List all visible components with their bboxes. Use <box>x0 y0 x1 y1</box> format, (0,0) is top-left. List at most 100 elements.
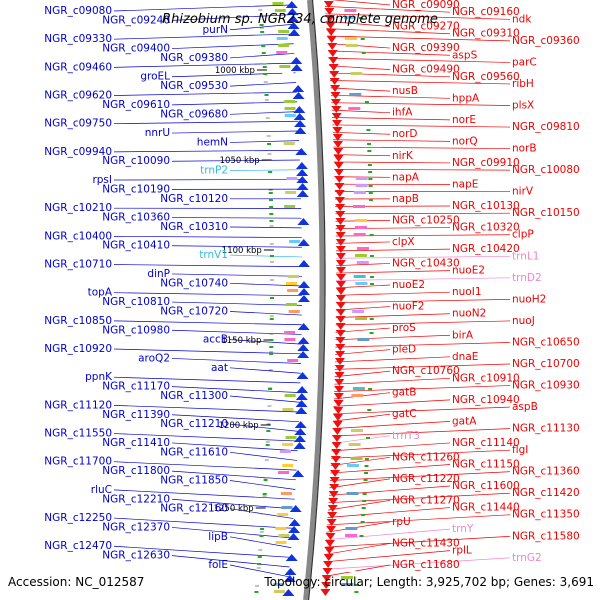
gene-label: NGR_c11420 <box>512 487 580 499</box>
label-connector <box>334 370 391 378</box>
gene-label: NGR_c11150 <box>452 458 520 470</box>
reverse-strand-gene <box>293 113 306 120</box>
gene-label: NGR_c10410 <box>102 240 170 252</box>
gc-skew-mark <box>269 220 274 222</box>
gc-skew-mark <box>268 192 273 194</box>
cog-category-block <box>282 408 294 411</box>
forward-strand-gene <box>335 239 346 246</box>
gene-label: accB <box>203 334 228 346</box>
forward-strand-gene <box>333 141 344 148</box>
reverse-strand-gene <box>286 8 299 15</box>
gene-label: NGR_c09270 <box>392 21 460 33</box>
gene-label: flgI <box>512 444 528 456</box>
gene-label: NGR_c11260 <box>392 451 460 463</box>
cog-category-block <box>285 303 297 306</box>
label-connector <box>171 14 292 21</box>
label-connector <box>334 377 451 385</box>
gene-label: NGR_c10980 <box>102 324 170 336</box>
gene-label: NGR_c10430 <box>392 257 460 269</box>
forward-strand-gene <box>332 428 343 435</box>
reverse-strand-gene <box>297 260 310 267</box>
forward-strand-gene <box>333 155 344 162</box>
forward-strand-gene <box>325 533 336 540</box>
label-connector <box>171 498 295 510</box>
label-connector <box>325 528 451 541</box>
reverse-strand-gene <box>288 526 301 533</box>
gene-label: NGR_c11140 <box>452 437 520 449</box>
gene-label: nuoF2 <box>392 301 424 313</box>
gc-skew-mark <box>363 479 368 481</box>
label-connector <box>324 6 451 13</box>
gc-skew-mark <box>264 94 269 96</box>
forward-strand-gene <box>321 582 332 589</box>
cog-category-block <box>285 436 297 439</box>
gc-skew-mark <box>362 493 367 495</box>
gc-skew-mark <box>369 332 374 334</box>
forward-strand-gene <box>326 519 337 526</box>
gene-label: NGR_c09310 <box>452 28 520 40</box>
cog-category-block <box>286 177 298 180</box>
reverse-strand-gene <box>295 393 308 400</box>
gene-label: nuoH2 <box>512 293 546 305</box>
cog-category-block <box>278 534 290 537</box>
gene-label: NGR_c12160 <box>160 503 228 515</box>
forward-strand-gene <box>330 99 341 106</box>
gene-label: nnrU <box>145 127 170 139</box>
cog-category-block <box>356 247 369 250</box>
gc-skew-mark <box>364 101 369 103</box>
gene-label: NGR_c10080 <box>512 164 580 176</box>
gc-skew-mark <box>361 52 366 54</box>
forward-strand-gene <box>331 106 342 113</box>
cog-category-block <box>344 37 357 40</box>
forward-strand-gene <box>334 169 345 176</box>
label-connector <box>326 514 511 526</box>
label-connector <box>171 358 301 364</box>
cog-category-block <box>351 394 364 397</box>
label-connector <box>171 273 303 277</box>
gene-label: nirK <box>392 150 414 162</box>
forward-strand-gene <box>326 29 337 36</box>
gene-label: NGR_c11610 <box>160 446 228 458</box>
label-connector <box>171 130 299 134</box>
label-connector <box>331 442 451 452</box>
label-connector <box>229 311 302 316</box>
gene-label: NGR_c11120 <box>44 399 112 411</box>
gc-skew-mark <box>269 353 274 355</box>
forward-strand-gene <box>334 386 345 393</box>
forward-strand-gene <box>335 253 346 260</box>
gene-label: nuoJ <box>512 315 535 327</box>
reverse-strand-gene <box>296 169 309 176</box>
reverse-strand-gene <box>287 533 300 540</box>
cog-category-block <box>275 541 287 544</box>
cog-category-block <box>273 583 285 586</box>
label-connector <box>171 414 299 423</box>
gene-label: aat <box>211 362 228 374</box>
label-connector <box>323 557 511 570</box>
label-connector <box>335 241 391 244</box>
cog-category-block <box>354 254 367 257</box>
reverse-strand-gene <box>290 64 303 71</box>
label-connector <box>171 101 298 106</box>
gc-skew-mark <box>367 409 372 411</box>
cog-category-block <box>357 338 370 341</box>
cog-category-block <box>355 177 368 180</box>
gene-label: NGR_c11300 <box>160 390 228 402</box>
gene-label: topA <box>88 287 113 299</box>
gc-skew-mark <box>262 66 267 68</box>
cog-category-block <box>282 464 294 467</box>
forward-strand-gene <box>335 204 346 211</box>
label-connector <box>229 339 302 345</box>
reverse-strand-gene <box>292 85 305 92</box>
label-connector <box>331 0 391 6</box>
label-connector <box>329 471 511 481</box>
gc-skew-mark <box>364 465 369 467</box>
forward-strand-gene <box>334 379 345 386</box>
forward-strand-gene <box>323 561 334 568</box>
label-connector <box>171 301 302 306</box>
gene-label: plsX <box>512 100 534 112</box>
gene-label: gatC <box>392 408 417 420</box>
gene-label: NGR_c10360 <box>102 212 170 224</box>
forward-strand-gene <box>326 526 337 533</box>
gene-label: NGR_c09490 <box>392 64 460 76</box>
forward-strand-gene <box>323 554 334 561</box>
